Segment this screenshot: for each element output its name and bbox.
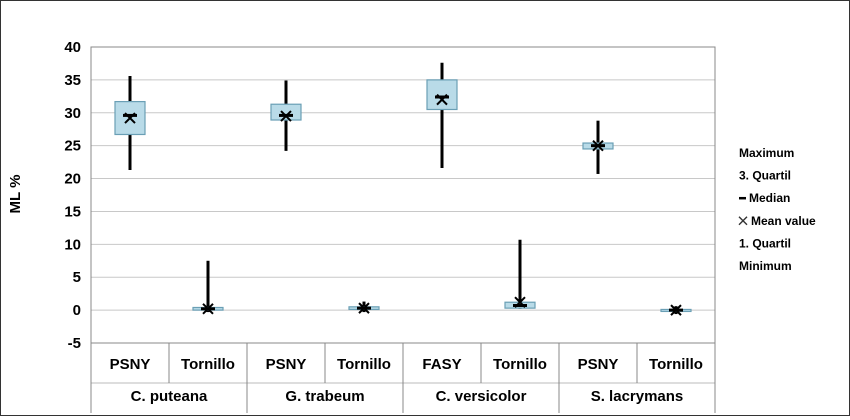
legend-item: Maximum [739,146,794,160]
legend-label: Median [749,191,790,205]
plot-area-border [90,46,716,344]
x-axis: PSNY Tornillo PSNY Tornillo FASY Tornillo PSNY… [90,342,716,413]
y-axis-label: ML % [7,175,24,214]
legend-label: Mean value [751,214,816,228]
x-category-label: PSNY [110,356,151,373]
x-group-label: C. puteana [131,388,208,405]
y-tick-label: 15 [64,203,81,220]
legend-label: 1. Quartil [739,236,791,250]
y-tick-label: 20 [64,171,81,188]
y-axis: -5 0 5 10 15 20 25 30 35 40 [64,39,81,352]
mean-marker [202,303,214,315]
box-iqr [270,103,302,121]
box-mark [270,80,302,151]
y-tick-label: 30 [64,105,81,122]
y-tick-label: 5 [73,269,81,286]
mean-marker [436,93,448,106]
gridlines [90,46,716,344]
box-mark [114,75,146,171]
x-category-label: Tornillo [181,356,235,373]
legend: Maximum 3. Quartil Median Mean value 1. Quar… [738,146,816,273]
legend-item: Minimum [739,259,792,273]
legend-item: 1. Quartil [739,236,791,250]
x-group-label: G. trabeum [285,388,364,405]
legend-item: 3. Quartil [739,169,791,183]
legend-label: Maximum [739,146,794,160]
y-tick-label: 25 [64,138,81,155]
y-tick-label: 35 [64,72,81,89]
mean-marker [592,139,604,152]
mean-marker [514,296,526,308]
y-tick-label: -5 [68,335,81,352]
box-mark [426,62,458,169]
box-mark [504,239,536,309]
box-iqr [426,79,458,111]
legend-mean-symbol [738,216,748,226]
x-category-label: PSNY [578,356,619,373]
mean-marker [124,112,136,124]
x-category-label: Tornillo [649,356,703,373]
legend-item: Median [739,191,790,205]
mean-marker [358,302,370,314]
mean-marker [670,304,682,316]
box-series [114,62,692,316]
x-category-label: Tornillo [493,356,547,373]
box-mark [660,304,692,316]
box-mark [348,301,380,314]
y-tick-label: 0 [73,302,81,319]
legend-label: 3. Quartil [739,169,791,183]
mean-marker [280,110,292,122]
x-group-label: S. lacrymans [591,388,684,405]
box-mark [192,260,224,315]
y-tick-label: 40 [64,39,81,56]
y-tick-label: 10 [64,236,81,253]
x-category-label: PSNY [266,356,307,373]
legend-item: Mean value [738,214,816,228]
x-category-label: FASY [422,356,461,373]
legend-label: Minimum [739,259,792,273]
x-group-label: C. versicolor [436,388,527,405]
x-category-label: Tornillo [337,356,391,373]
box-mark [582,120,614,174]
